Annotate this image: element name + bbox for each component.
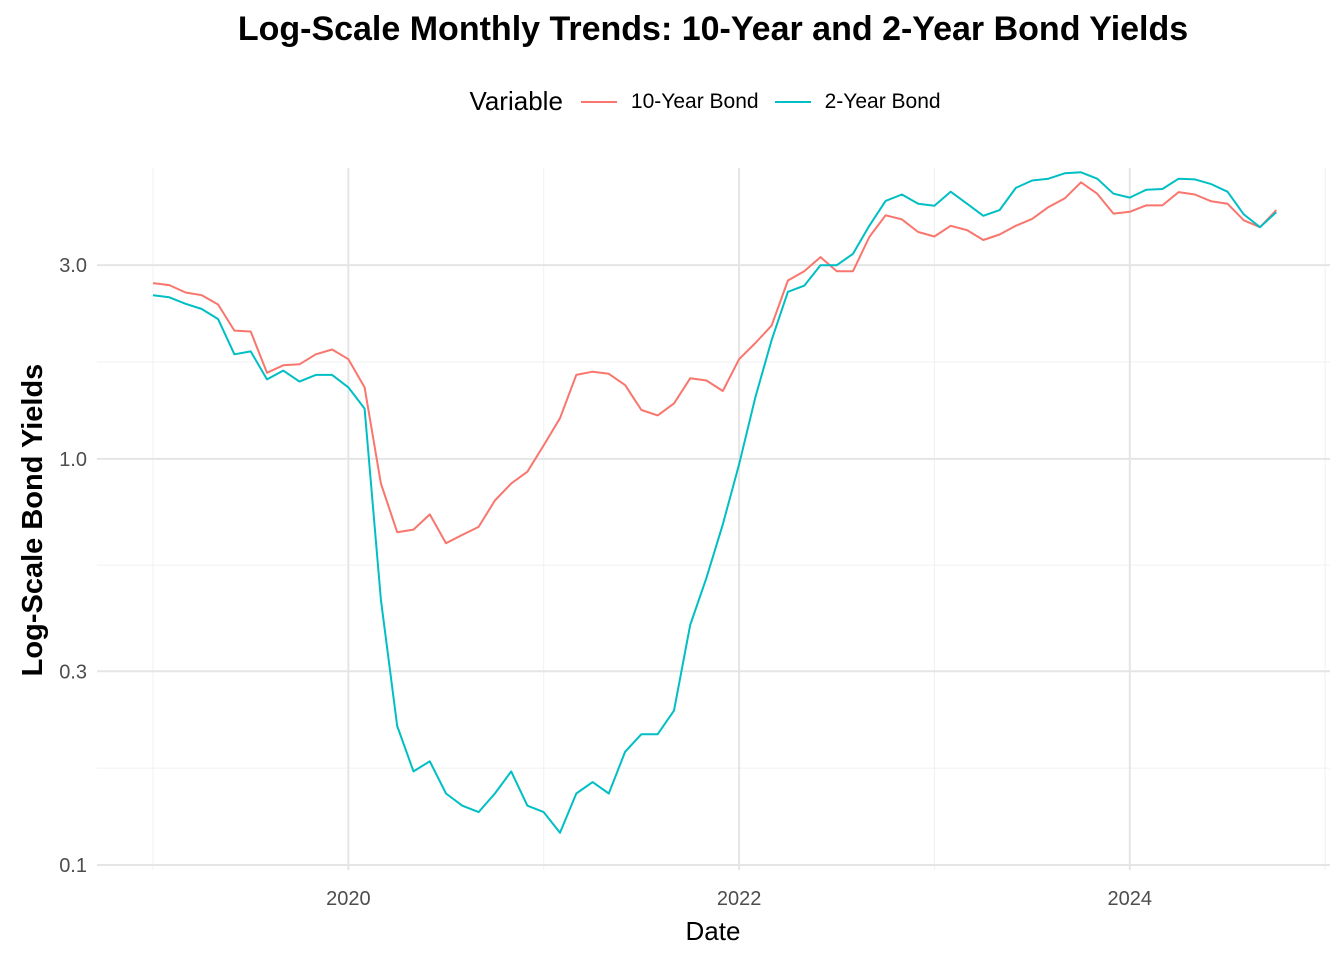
legend-label-2-year: 2-Year Bond <box>824 89 941 113</box>
x-axis-title: Date <box>686 916 741 946</box>
series-line-10-year <box>152 181 1278 545</box>
legend-item-10-year: 10-Year Bond <box>580 89 759 114</box>
legend-key-2-year <box>774 100 811 103</box>
x-tick-label: 2020 <box>326 888 371 910</box>
legend: Variable 10-Year Bond 2-Year Bond <box>0 86 1344 117</box>
legend-label-10-year: 10-Year Bond <box>630 89 759 113</box>
y-tick-label: 1.0 <box>59 449 87 471</box>
legend-item-2-year: 2-Year Bond <box>774 89 941 114</box>
series-line-2-year <box>152 171 1277 834</box>
y-tick-label: 0.1 <box>59 855 87 877</box>
y-tick-label: 3.0 <box>59 255 87 277</box>
x-tick-label: 2024 <box>1108 888 1153 910</box>
legend-key-10-year <box>580 100 617 103</box>
legend-title: Variable <box>469 86 563 116</box>
chart-title: Log-Scale Monthly Trends: 10-Year and 2-… <box>237 10 1189 48</box>
x-tick-label: 2022 <box>717 888 762 910</box>
y-axis-title: Log-Scale Bond Yields <box>17 364 49 677</box>
y-tick-label: 0.3 <box>59 661 87 683</box>
